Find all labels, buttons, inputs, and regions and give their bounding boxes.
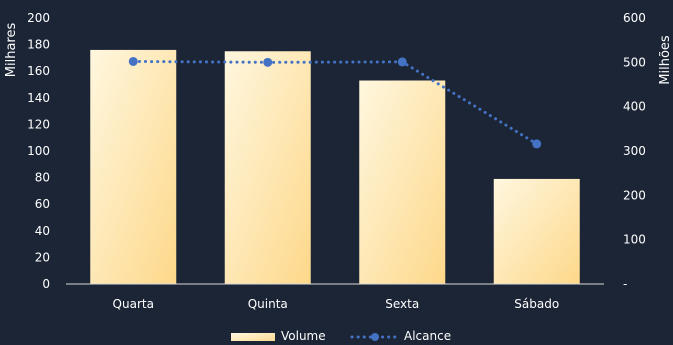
- y-tick-label: 40: [35, 224, 50, 238]
- legend-alcance-label: Alcance: [404, 329, 451, 341]
- y2-tick-label: 400: [623, 100, 646, 114]
- y-tick-label: 120: [27, 117, 50, 131]
- y2-tick-label: 100: [623, 233, 646, 247]
- y-tick-label: 200: [27, 11, 50, 25]
- y2-tick-label: 200: [623, 188, 646, 202]
- y-tick-label: 20: [35, 250, 50, 264]
- y-tick-label: 140: [27, 91, 50, 105]
- alcance-point-quarta: [128, 56, 138, 66]
- legend: Volume Alcance: [231, 329, 451, 343]
- legend-volume-swatch: [231, 333, 275, 343]
- bar-sexta: [359, 80, 446, 284]
- y-tick-label: 100: [27, 144, 50, 158]
- y-tick-label: 180: [27, 38, 50, 52]
- y-tick-label: 60: [35, 197, 50, 211]
- alcance-point-sábado: [532, 139, 542, 149]
- x-tick-label: Sexta: [385, 297, 419, 311]
- x-tick-label: Quarta: [113, 297, 154, 311]
- y2-tick-label: 500: [623, 55, 646, 69]
- x-tick-label: Quinta: [248, 297, 288, 311]
- y2-tick-label: 300: [623, 144, 646, 158]
- line-series-layer: [128, 56, 542, 149]
- legend-line-marker: [371, 333, 379, 341]
- y-tick-label: 80: [35, 171, 50, 185]
- bar-quinta: [224, 51, 311, 284]
- alcance-line: [131, 59, 539, 146]
- y2-tick-label: -: [623, 277, 627, 291]
- y2-axis-title: Milhões: [658, 35, 673, 85]
- alcance-point-sexta: [397, 57, 407, 67]
- category-labels: Quarta Quinta Sexta Sábado: [113, 297, 560, 311]
- right-axis-ticks: - 100 200 300 400 500 600: [623, 11, 646, 291]
- alcance-point-quinta: [263, 57, 273, 67]
- bars-layer: [90, 49, 580, 284]
- bar-sábado: [493, 178, 580, 284]
- y-axis-title: Milhares: [4, 23, 19, 78]
- bar-quarta: [90, 49, 177, 284]
- x-tick-label: Sábado: [514, 297, 559, 311]
- legend-volume-label: Volume: [281, 329, 326, 341]
- y2-tick-label: 600: [623, 11, 646, 25]
- y-tick-label: 0: [42, 277, 50, 291]
- left-axis-ticks: 0 20 40 60 80 100 120 140 160 180 200: [27, 11, 50, 291]
- y-tick-label: 160: [27, 64, 50, 78]
- legend-alcance-swatch: [350, 333, 400, 341]
